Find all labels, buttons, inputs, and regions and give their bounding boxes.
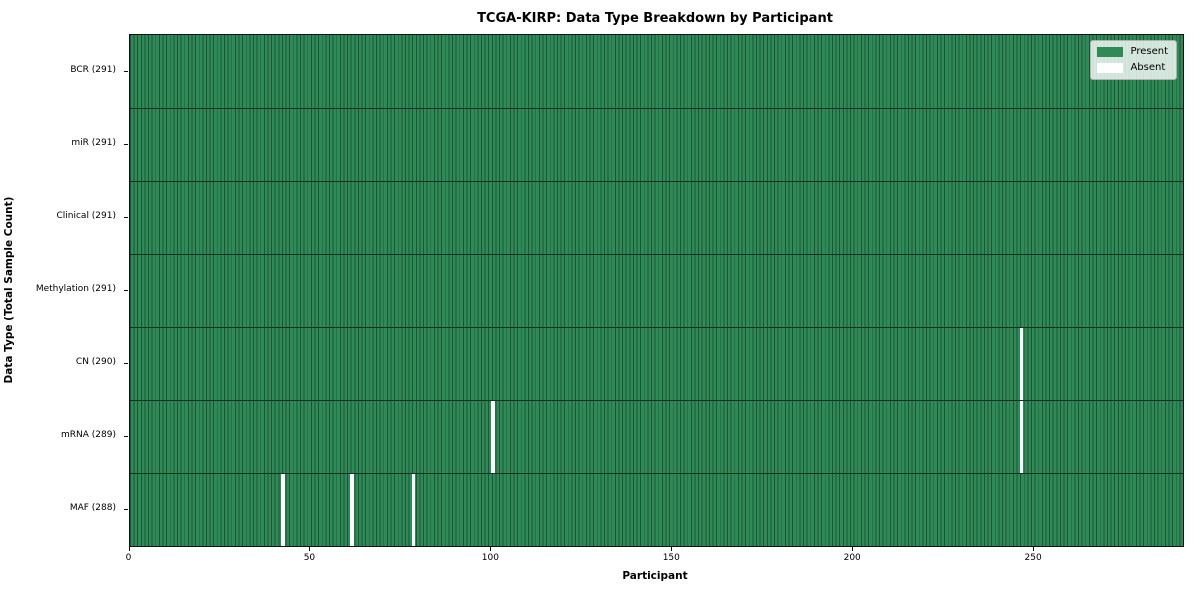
xtick-mark-250: [1033, 546, 1035, 551]
legend-swatch-present-icon: [1097, 47, 1124, 57]
row-separator: [129, 253, 1183, 255]
legend-label-absent: Absent: [1130, 62, 1166, 73]
legend-item-present: Present: [1097, 46, 1168, 58]
ytick-mark-Methylation: [124, 289, 128, 291]
row-separator: [129, 326, 1183, 328]
xtick-label-200: 200: [843, 553, 861, 563]
absent-mark-mRNA-100: [491, 400, 495, 473]
ytick-label-MAF: MAF (288): [69, 503, 116, 513]
legend: Present Absent: [1090, 40, 1177, 80]
ytick-mark-mRNA: [124, 435, 128, 437]
absent-mark-MAF-78: [411, 473, 416, 546]
ytick-mark-CN: [124, 362, 128, 364]
chart-title: TCGA-KIRP: Data Type Breakdown by Partic…: [477, 11, 833, 26]
absent-mark-CN-246: [1019, 327, 1024, 400]
legend-item-absent: Absent: [1097, 62, 1168, 74]
ytick-label-Methylation: Methylation (291): [35, 284, 116, 294]
xtick-label-150: 150: [662, 553, 680, 563]
xtick-mark-0: [128, 546, 130, 551]
absent-mark-MAF-61: [350, 473, 354, 546]
row-separator: [129, 107, 1183, 109]
xtick-label-100: 100: [481, 553, 499, 563]
row-separator: [129, 472, 1183, 474]
xtick-label-0: 0: [125, 553, 132, 563]
legend-label-present: Present: [1130, 46, 1168, 57]
ytick-mark-miR: [124, 143, 128, 145]
row-separator: [129, 399, 1183, 401]
ytick-label-BCR: BCR (291): [70, 65, 116, 75]
xtick-label-50: 50: [303, 553, 316, 563]
xtick-label-250: 250: [1024, 553, 1042, 563]
legend-swatch-absent-icon: [1097, 63, 1124, 73]
row-separator: [129, 180, 1183, 182]
plot-area: [128, 34, 1184, 547]
absent-mark-mRNA-246: [1019, 400, 1024, 473]
ytick-mark-Clinical: [124, 216, 128, 218]
xtick-mark-50: [309, 546, 311, 551]
ytick-mark-MAF: [124, 508, 128, 510]
ytick-label-miR: miR (291): [71, 138, 116, 148]
xtick-mark-150: [671, 546, 673, 551]
xtick-mark-200: [852, 546, 854, 551]
xtick-mark-100: [490, 546, 492, 551]
ytick-label-Clinical: Clinical (291): [56, 211, 116, 221]
ytick-label-CN: CN (290): [75, 357, 116, 367]
ytick-label-mRNA: mRNA (289): [61, 430, 116, 440]
ytick-mark-BCR: [124, 70, 128, 72]
x-axis-label: Participant: [622, 570, 688, 582]
absent-mark-MAF-42: [281, 473, 286, 546]
